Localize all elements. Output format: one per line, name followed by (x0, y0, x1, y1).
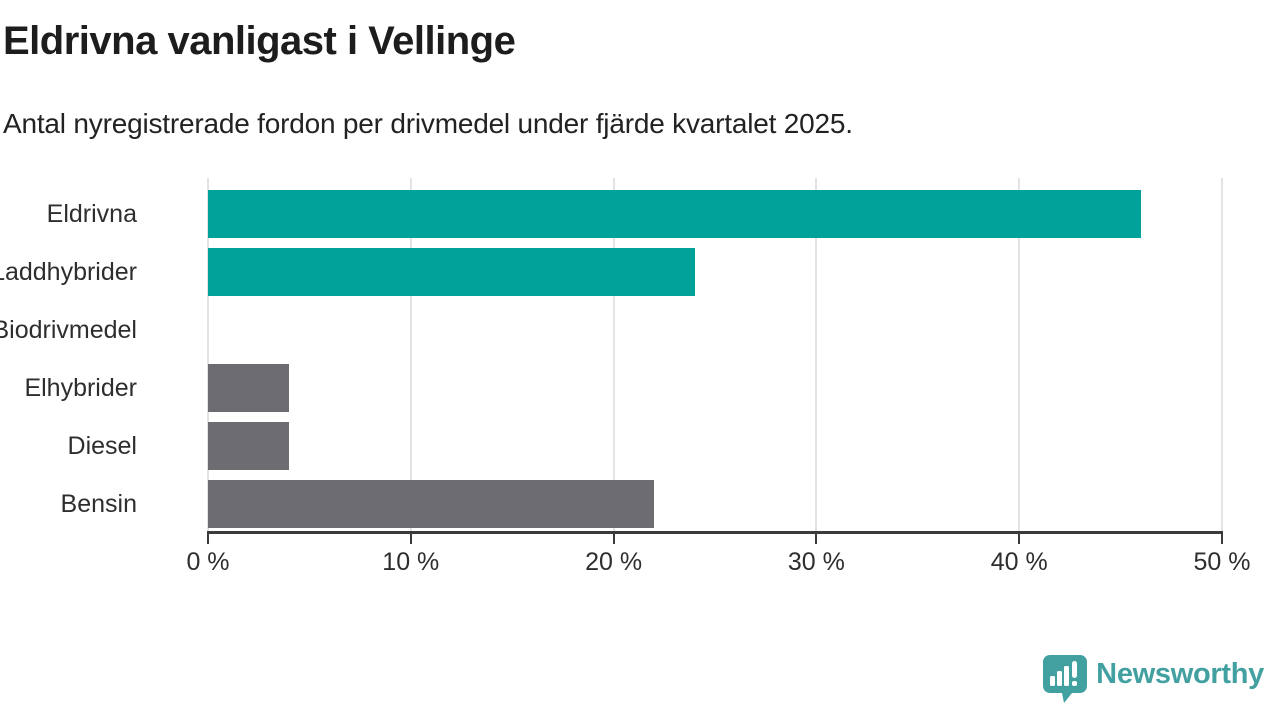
bar-laddhybrider (208, 248, 695, 296)
x-tick-label-50: 50 % (1193, 548, 1251, 576)
bar-chart-plot-area: Eldrivna Laddhybrider Biodrivmedel Elhybrid… (0, 178, 1250, 576)
category-label-diesel: Diesel (67, 432, 137, 460)
gridline-40 (1018, 178, 1021, 531)
chart-subtitle: Antal nyregistrerade fordon per drivmede… (3, 108, 853, 139)
x-tick-50 (1221, 534, 1223, 544)
bar-eldrivna (208, 190, 1141, 238)
x-axis-line (207, 531, 1223, 534)
x-tick-label-10: 10 % (382, 548, 440, 576)
gridline-30 (815, 178, 818, 531)
bar-bensin (208, 480, 655, 528)
bar-elhybrider (208, 364, 290, 412)
category-label-eldrivna: Eldrivna (46, 200, 137, 228)
x-tick-30 (815, 534, 818, 544)
category-label-bensin: Bensin (60, 490, 137, 518)
newsworthy-logo: Newsworthy (1042, 654, 1264, 704)
newsworthy-bubble-icon (1043, 655, 1088, 703)
category-label-laddhybrider: Laddhybrider (0, 258, 137, 286)
x-tick-label-30: 30 % (787, 548, 845, 576)
x-tick-20 (612, 534, 615, 544)
gridline-50 (1221, 178, 1223, 531)
newsworthy-wordmark: Newsworthy (1096, 657, 1264, 690)
x-tick-10 (409, 534, 412, 544)
x-tick-label-40: 40 % (990, 548, 1048, 576)
x-tick-label-0: 0 % (186, 548, 230, 576)
gridline-0 (207, 178, 209, 531)
x-tick-0 (207, 534, 209, 544)
x-tick-label-20: 20 % (585, 548, 643, 576)
category-label-biodrivmedel: Biodrivmedel (0, 316, 137, 344)
category-label-elhybrider: Elhybrider (24, 374, 137, 402)
chart-title: Eldrivna vanligast i Vellinge (3, 19, 516, 63)
gridline-10 (409, 178, 412, 531)
bar-diesel (208, 422, 290, 470)
gridline-20 (612, 178, 615, 531)
x-tick-40 (1018, 534, 1021, 544)
